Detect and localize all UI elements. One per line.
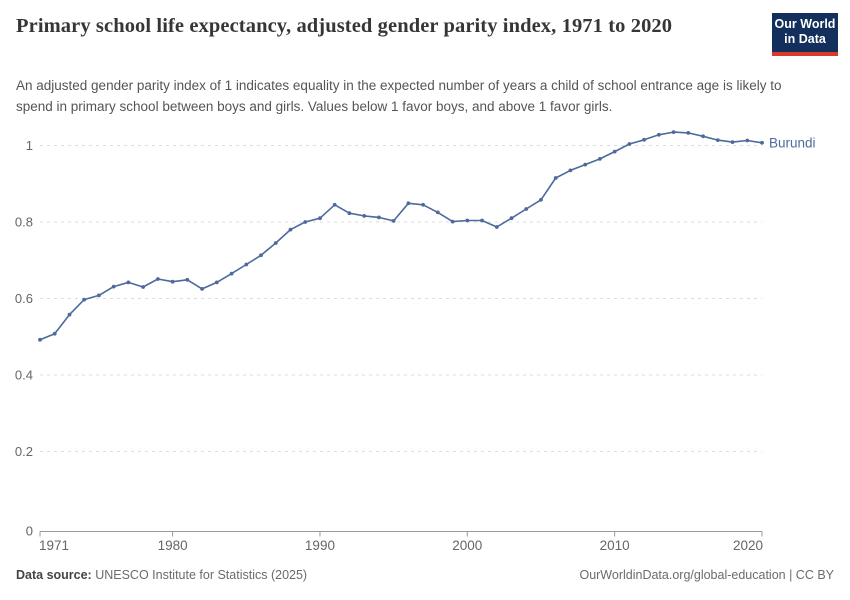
data-point[interactable] xyxy=(568,168,573,173)
owid-logo[interactable]: Our World in Data xyxy=(772,13,838,56)
x-tick-label: 1980 xyxy=(158,538,188,553)
data-point[interactable] xyxy=(657,132,661,137)
data-point[interactable] xyxy=(288,227,293,232)
data-point[interactable] xyxy=(111,284,116,289)
x-tick-label: 2000 xyxy=(452,538,482,553)
data-point[interactable] xyxy=(524,207,529,211)
x-tick-label: 2020 xyxy=(733,538,763,553)
data-point[interactable] xyxy=(229,271,234,276)
data-point[interactable] xyxy=(52,331,57,336)
data-point[interactable] xyxy=(598,157,602,161)
data-point[interactable] xyxy=(450,219,455,224)
data-point[interactable] xyxy=(214,280,219,285)
y-tick-label: 0.4 xyxy=(15,368,33,383)
y-tick-label: 1 xyxy=(26,138,33,153)
data-point[interactable] xyxy=(627,142,632,146)
data-point[interactable] xyxy=(435,210,440,215)
logo-accent-bar xyxy=(772,52,838,56)
data-point[interactable] xyxy=(126,280,131,285)
logo-line-1: Our World xyxy=(774,17,836,31)
x-tick-label: 1971 xyxy=(39,538,69,553)
data-point[interactable] xyxy=(509,216,514,221)
data-point[interactable] xyxy=(553,176,558,180)
data-point[interactable] xyxy=(480,218,484,223)
data-point[interactable] xyxy=(421,202,425,207)
data-point[interactable] xyxy=(185,277,190,282)
line-chart[interactable]: 0 0.2 0.4 0.6 0.8 1 1971 1980 1990 2000 2010 2020 Bu… xyxy=(0,120,850,560)
data-point[interactable] xyxy=(170,279,175,284)
data-point[interactable] xyxy=(38,337,42,342)
entity-label: Burundi xyxy=(769,135,816,150)
data-point[interactable] xyxy=(730,140,735,144)
data-point[interactable] xyxy=(273,241,278,245)
data-point[interactable] xyxy=(200,287,205,291)
logo-line-2: in Data xyxy=(784,32,826,46)
data-point[interactable] xyxy=(745,138,750,143)
page-title: Primary school life expectancy, adjusted… xyxy=(16,15,673,37)
data-point[interactable] xyxy=(362,214,367,218)
y-tick-label: 0 xyxy=(26,524,33,539)
data-point[interactable] xyxy=(244,262,249,267)
data-point[interactable] xyxy=(303,220,308,224)
data-point[interactable] xyxy=(760,140,764,145)
data-point[interactable] xyxy=(686,131,691,135)
data-point[interactable] xyxy=(141,285,146,289)
data-source-text: UNESCO Institute for Statistics (2025) xyxy=(91,568,308,582)
data-point[interactable] xyxy=(391,219,396,223)
chart-subtitle: An adjusted gender parity index of 1 ind… xyxy=(16,78,782,114)
license-link[interactable]: OurWorldinData.org/global-education | CC… xyxy=(579,568,834,582)
y-tick-label: 0.8 xyxy=(15,215,33,230)
x-tick-label: 1990 xyxy=(305,538,335,553)
data-point[interactable] xyxy=(715,138,720,142)
data-point[interactable] xyxy=(465,218,470,223)
data-point[interactable] xyxy=(332,202,337,207)
data-line xyxy=(39,131,763,341)
data-point[interactable] xyxy=(259,253,263,258)
x-tick-label: 2010 xyxy=(600,538,630,553)
data-point[interactable] xyxy=(82,297,87,302)
data-point[interactable] xyxy=(671,130,676,134)
data-point[interactable] xyxy=(97,293,101,298)
data-point[interactable] xyxy=(156,277,160,281)
data-point[interactable] xyxy=(494,225,499,229)
data-point[interactable] xyxy=(642,137,646,142)
data-point[interactable] xyxy=(612,149,617,154)
data-point[interactable] xyxy=(318,216,322,221)
data-point[interactable] xyxy=(377,215,381,220)
y-tick-label: 0.2 xyxy=(15,444,33,459)
data-source: Data source: UNESCO Institute for Statis… xyxy=(16,568,307,582)
owid-logo-text: Our World in Data xyxy=(772,13,838,52)
data-point[interactable] xyxy=(583,162,588,167)
data-point[interactable] xyxy=(67,312,72,317)
chart-footer: Data source: UNESCO Institute for Statis… xyxy=(16,568,834,582)
data-point[interactable] xyxy=(539,197,543,202)
data-point[interactable] xyxy=(347,211,352,216)
data-source-label: Data source: xyxy=(16,568,92,582)
y-tick-label: 0.6 xyxy=(15,291,33,306)
data-point[interactable] xyxy=(406,201,411,206)
data-point[interactable] xyxy=(701,134,705,139)
